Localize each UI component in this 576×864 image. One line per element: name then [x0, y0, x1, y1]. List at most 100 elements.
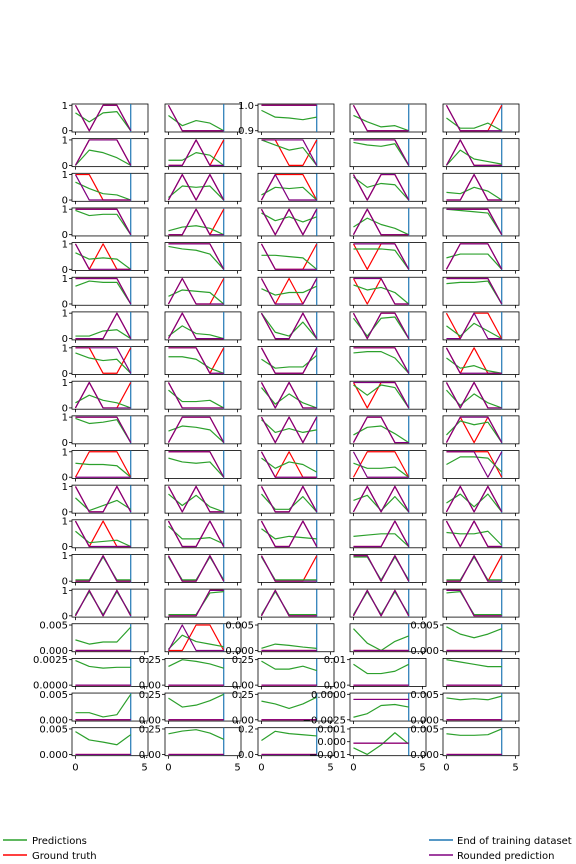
rounded-prediction-series [74, 174, 131, 201]
subplot-2-1: 10 [62, 135, 149, 172]
subplot-7-2 [164, 311, 242, 343]
rounded-prediction-series [167, 624, 224, 652]
subplot-5-3 [257, 242, 335, 274]
y-tick-label: 0.000 [225, 646, 254, 657]
axes-frame [442, 658, 520, 687]
predictions-series [353, 217, 409, 236]
y-tick-label: 1 [62, 135, 68, 146]
predictions-series [261, 457, 318, 473]
predictions-series [168, 457, 225, 478]
plot-area [74, 242, 132, 271]
subplot-2-5 [442, 138, 520, 170]
rounded-prediction-series [74, 139, 132, 166]
x-tick-label: 5 [327, 763, 333, 774]
predictions-series [75, 497, 132, 512]
axes-frame [442, 692, 520, 722]
rounded-prediction-series [167, 555, 225, 582]
predictions-series [446, 280, 503, 305]
rounded-prediction-series [353, 520, 410, 548]
subplot-6-4 [349, 276, 427, 309]
plot-area [261, 658, 318, 687]
predictions-series [353, 663, 409, 675]
predictions-series [168, 245, 225, 270]
y-tick-label: 0.000 [39, 646, 68, 657]
rounded-prediction-series [74, 381, 131, 409]
plot-area [168, 242, 225, 271]
subplot-10-1: 10 [62, 413, 149, 449]
plot-area [74, 450, 132, 479]
plot-area [260, 519, 318, 548]
y-tick-label: 1 [62, 309, 68, 320]
rounded-prediction-series [260, 173, 317, 201]
plot-area [260, 242, 318, 271]
y-tick-label: 1 [62, 586, 68, 597]
rounded-prediction-series [260, 312, 318, 340]
axes-frame [349, 692, 427, 722]
plot-area [261, 623, 318, 652]
subplot-18-5: 0.005 0.000 [410, 690, 520, 726]
plot-area [445, 519, 503, 548]
predictions-series [168, 729, 224, 740]
subplot-18-4: 0.0000 −0.0025 [303, 690, 427, 726]
y-tick-label: 0 [62, 161, 68, 172]
predictions-series [75, 209, 132, 236]
subplot-14-2 [164, 554, 242, 586]
predictions-series [446, 626, 502, 639]
x-tick-label: 5 [512, 763, 518, 774]
subplot-11-4 [349, 450, 427, 482]
rounded-prediction-series [353, 347, 410, 374]
rounded-prediction-series [352, 312, 410, 340]
predictions-series [168, 152, 225, 166]
rounded-prediction-series [260, 347, 318, 374]
plot-area [74, 589, 132, 618]
plot-area [168, 450, 225, 479]
subplot-3-2 [164, 172, 242, 205]
y-tick-label: 0.000 [410, 750, 439, 761]
plot-area [261, 727, 318, 756]
y-tick-label: 0.0000 [311, 690, 346, 701]
plot-area [446, 450, 503, 479]
plot-area [446, 589, 503, 618]
axes-frame [442, 727, 520, 757]
y-tick-label: 0.005 [410, 724, 439, 735]
plot-area [260, 485, 318, 514]
predictions-series [353, 425, 410, 444]
rounded-prediction-series [168, 208, 224, 236]
y-tick-label: 1 [62, 239, 68, 250]
rounded-prediction-series [167, 104, 224, 132]
plot-area [352, 381, 410, 410]
rounded-prediction-series [446, 277, 503, 305]
axes-frame [349, 242, 427, 272]
subplot-13-1: 10 [62, 517, 149, 553]
plot-area [260, 173, 318, 202]
subplot-9-2 [164, 380, 242, 413]
rounded-prediction-series [352, 208, 409, 236]
predictions-series [168, 634, 224, 650]
rounded-prediction-series [353, 139, 410, 166]
y-tick-label: 0.0000 [33, 681, 68, 692]
subplot-9-4 [349, 380, 427, 413]
y-tick-label: 1 [62, 170, 68, 181]
predictions-series [168, 693, 224, 708]
rounded-prediction-series [352, 451, 409, 478]
plot-area [261, 138, 318, 167]
plot-area [75, 346, 132, 375]
rounded-prediction-series [260, 208, 318, 236]
rounded-prediction-series [167, 173, 225, 201]
predictions-series [75, 252, 132, 270]
rounded-prediction-series [74, 485, 132, 513]
plot-area [353, 658, 410, 687]
axes-frame [71, 276, 149, 306]
subplot-5-5 [442, 242, 520, 274]
y-tick-label: 0.25 [232, 655, 254, 666]
rounded-prediction-series [75, 208, 132, 235]
y-tick-label: 0.00 [232, 715, 254, 726]
y-tick-label: −0.001 [309, 750, 346, 761]
rounded-prediction-series [167, 416, 225, 443]
rounded-prediction-series [168, 347, 224, 374]
axes-frame [257, 172, 335, 202]
subplot-11-3 [257, 450, 335, 482]
y-tick-label: 1 [62, 517, 68, 528]
subplot-3-5 [442, 172, 520, 205]
plot-area [445, 381, 503, 410]
